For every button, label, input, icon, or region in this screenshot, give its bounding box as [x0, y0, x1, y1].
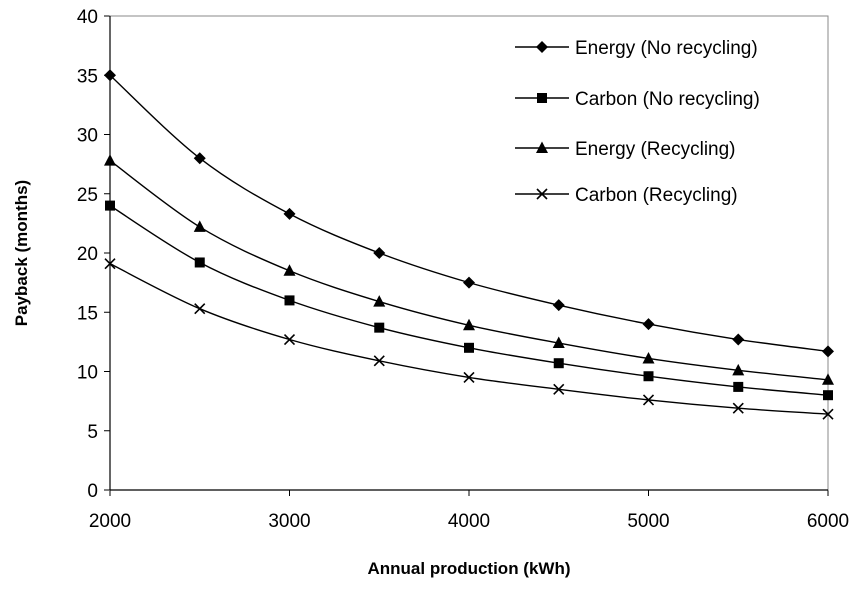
data-point: [104, 154, 116, 166]
data-point: [553, 358, 564, 369]
y-tick-label: 15: [77, 303, 98, 324]
data-point: [642, 318, 655, 331]
legend-marker: [536, 141, 548, 153]
data-point: [283, 333, 296, 346]
legend-marker: [536, 41, 548, 53]
y-tick-label: 0: [87, 481, 98, 502]
data-point: [283, 264, 296, 276]
data-point: [642, 351, 655, 364]
data-point: [193, 152, 206, 165]
series-layer: [104, 69, 834, 420]
y-tick-label: 10: [77, 363, 98, 384]
legend-item: Energy (No recycling): [515, 38, 758, 59]
legend-item: Energy (Recycling): [515, 139, 736, 160]
legend-marker: [537, 93, 547, 103]
legend-label: Carbon (No recycling): [575, 89, 760, 110]
data-point: [822, 345, 834, 358]
x-tick-label: 3000: [268, 511, 310, 532]
x-tick-label: 4000: [448, 511, 490, 532]
legend: Energy (No recycling) Carbon (No recyclin…: [515, 38, 760, 206]
x-axis-ticks: 2000 3000 4000 5000 6000: [89, 490, 849, 532]
data-point: [463, 276, 475, 289]
data-point: [464, 342, 474, 353]
series-line: [109, 205, 829, 396]
y-tick-label: 5: [87, 422, 98, 443]
x-tick-label: 2000: [89, 511, 131, 532]
x-tick-label: 5000: [627, 511, 669, 532]
data-point: [823, 390, 833, 401]
legend-item: Carbon (Recycling): [515, 185, 738, 206]
data-point: [374, 322, 385, 333]
data-point: [373, 295, 386, 307]
data-point: [463, 318, 475, 331]
y-axis-ticks: 0 5 10 15 20 25 30 35 40: [77, 7, 110, 502]
series-2: [105, 200, 833, 401]
data-point: [822, 408, 834, 420]
x-tick-label: 6000: [807, 511, 849, 532]
legend-label: Carbon (Recycling): [575, 185, 738, 206]
data-point: [194, 303, 206, 315]
data-point: [552, 299, 565, 312]
data-point: [643, 371, 654, 382]
y-tick-label: 25: [77, 185, 98, 206]
data-point: [822, 373, 834, 385]
series-1: [104, 69, 834, 358]
data-point: [552, 336, 565, 349]
data-point: [732, 402, 744, 414]
x-axis-title: Annual production (kWh): [367, 559, 570, 578]
data-point: [553, 383, 565, 395]
series-3: [104, 154, 834, 385]
data-point: [463, 371, 475, 383]
data-point: [283, 207, 296, 220]
plot-area: [109, 15, 829, 491]
y-tick-label: 35: [77, 66, 98, 87]
legend-label: Energy (Recycling): [575, 139, 736, 160]
data-point: [105, 200, 115, 211]
legend-item: Carbon (No recycling): [515, 89, 760, 110]
data-point: [733, 381, 744, 392]
series-line: [109, 74, 829, 353]
y-axis-title: Payback (months): [12, 180, 31, 326]
data-point: [194, 257, 205, 268]
data-point: [104, 258, 116, 270]
y-tick-label: 30: [77, 126, 98, 147]
series-4: [104, 258, 834, 420]
data-point: [373, 247, 386, 259]
y-tick-label: 40: [77, 7, 98, 28]
data-point: [104, 69, 116, 82]
data-point: [193, 220, 206, 232]
legend-marker: [536, 188, 548, 200]
data-point: [373, 355, 385, 367]
y-tick-label: 20: [77, 244, 98, 265]
data-point: [642, 394, 655, 406]
data-point: [284, 295, 295, 306]
data-point: [732, 333, 745, 346]
data-point: [732, 363, 745, 376]
legend-label: Energy (No recycling): [575, 38, 758, 59]
